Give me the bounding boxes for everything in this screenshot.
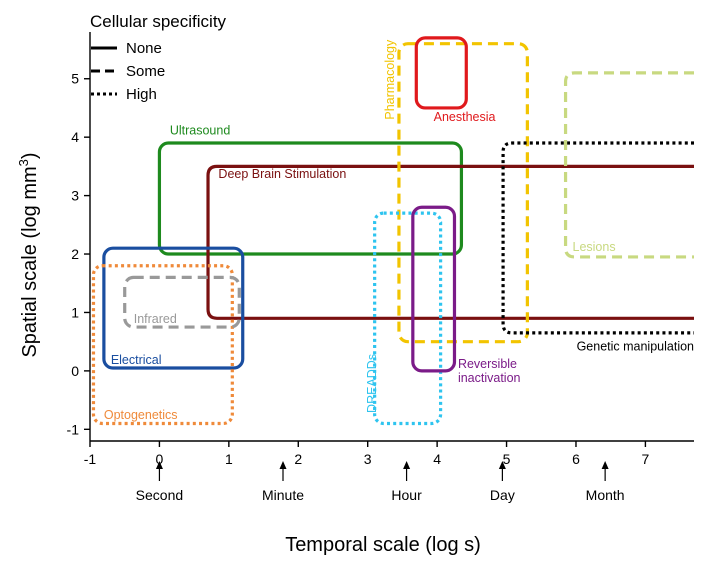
legend-label-high: High — [126, 86, 157, 103]
y-axis-title-main: Spatial scale (log mm — [19, 166, 41, 357]
time-marker-hour: Hour — [391, 461, 422, 503]
time-marker-minute: Minute — [262, 461, 304, 503]
region-outline — [397, 42, 529, 344]
x-tick-label: 2 — [294, 451, 302, 467]
region-label: Ultrasound — [170, 123, 230, 137]
region-outline — [373, 211, 443, 426]
region-label: Anesthesia — [434, 110, 496, 124]
region-label-line: Deep Brain Stimulation — [218, 167, 346, 181]
y-tick-label: 2 — [71, 246, 79, 262]
region-outline — [414, 36, 468, 110]
marker-arrow-head — [155, 461, 163, 469]
region-optogenetics: Optogenetics — [91, 264, 234, 426]
region-label: DREADDs — [365, 354, 379, 413]
region-label: Genetic manipulation — [577, 339, 694, 353]
region-label: Pharmacology — [383, 39, 397, 120]
region-label-line: Ultrasound — [170, 123, 230, 137]
region-outline — [411, 205, 457, 373]
region-infrared: Infrared — [123, 275, 241, 329]
marker-label: Month — [586, 487, 625, 503]
marker-arrow-head — [403, 461, 411, 469]
region-anesthesia: Anesthesia — [414, 36, 496, 124]
x-tick-label: 6 — [572, 451, 580, 467]
legend: Cellular specificity None Some High — [90, 12, 227, 103]
marker-arrow-head — [601, 461, 609, 469]
marker-label: Day — [490, 487, 515, 503]
axes: -1 0 1 2 3 4 5 -1 0 1 2 3 4 5 6 7 — [67, 32, 694, 467]
region-outline — [501, 141, 694, 335]
y-tick-label: 5 — [71, 71, 79, 87]
y-tick-label: 3 — [71, 188, 79, 204]
legend-label-none: None — [126, 40, 162, 57]
marker-label: Minute — [262, 487, 304, 503]
legend-label-some: Some — [126, 63, 165, 80]
y-tick-label: 0 — [71, 363, 79, 379]
region-label: Electrical — [111, 353, 162, 367]
y-axis-title: Spatial scale (log mm3) — [16, 152, 41, 357]
region-label-line: Electrical — [111, 353, 162, 367]
region-pharmacology: Pharmacology — [383, 39, 529, 344]
region-ultrasound: Ultrasound — [157, 123, 464, 256]
region-outline — [102, 246, 245, 370]
x-tick-label: 7 — [642, 451, 650, 467]
region-outline — [563, 71, 694, 259]
region-label-line: Pharmacology — [383, 39, 397, 120]
time-marker-second: Second — [136, 461, 183, 503]
region-label: Infrared — [134, 312, 177, 326]
marker-label: Second — [136, 487, 183, 503]
region-outline — [157, 141, 464, 256]
region-deep-brain-stimulation: Deep Brain Stimulation — [206, 164, 694, 320]
regions-layer: Ultrasound Deep Brain Stimulation Electric… — [91, 36, 694, 426]
x-tick-label: 5 — [503, 451, 511, 467]
x-tick-label: 4 — [433, 451, 441, 467]
y-tick-label: 1 — [71, 304, 79, 320]
region-reversible-inactivation: Reversible inactivation — [411, 205, 521, 385]
y-axis-title-sup: 3 — [16, 159, 31, 166]
region-electrical: Electrical — [102, 246, 245, 370]
x-tick-label: -1 — [84, 451, 97, 467]
region-label: Lesions — [573, 240, 616, 254]
time-markers: Second Minute Hour Day Month — [136, 461, 625, 503]
region-label: Reversible inactivation — [458, 357, 521, 385]
region-label-line: Anesthesia — [434, 110, 496, 124]
y-axis-title-end: ) — [19, 152, 41, 159]
region-label-line: Optogenetics — [104, 408, 178, 422]
region-outline — [206, 164, 694, 320]
marker-arrow-head — [498, 461, 506, 469]
x-tick-label: 1 — [225, 451, 233, 467]
region-label-line: Genetic manipulation — [577, 339, 694, 353]
x-tick-label: 3 — [364, 451, 372, 467]
region-label-line: DREADDs — [365, 354, 379, 413]
region-dreadds: DREADDs — [365, 211, 443, 426]
region-lesions: Lesions — [563, 71, 694, 259]
legend-title: Cellular specificity — [90, 12, 227, 31]
region-outline — [91, 264, 234, 426]
marker-label: Hour — [391, 487, 422, 503]
x-tick-label: 0 — [156, 451, 164, 467]
region-genetic-manipulation: Genetic manipulation — [501, 141, 694, 353]
region-label: Deep Brain Stimulation — [218, 167, 346, 181]
y-tick-label: 4 — [71, 129, 79, 145]
region-label-line: inactivation — [458, 371, 521, 385]
region-label-line: Reversible — [458, 357, 517, 371]
time-marker-day: Day — [490, 461, 515, 503]
time-marker-month: Month — [586, 461, 625, 503]
x-axis-title: Temporal scale (log s) — [285, 534, 481, 556]
region-label: Optogenetics — [104, 408, 178, 422]
region-label-line: Lesions — [573, 240, 616, 254]
region-outline — [123, 275, 241, 329]
region-label-line: Infrared — [134, 312, 177, 326]
y-tick-label: -1 — [67, 421, 80, 437]
marker-arrow-head — [279, 461, 287, 469]
